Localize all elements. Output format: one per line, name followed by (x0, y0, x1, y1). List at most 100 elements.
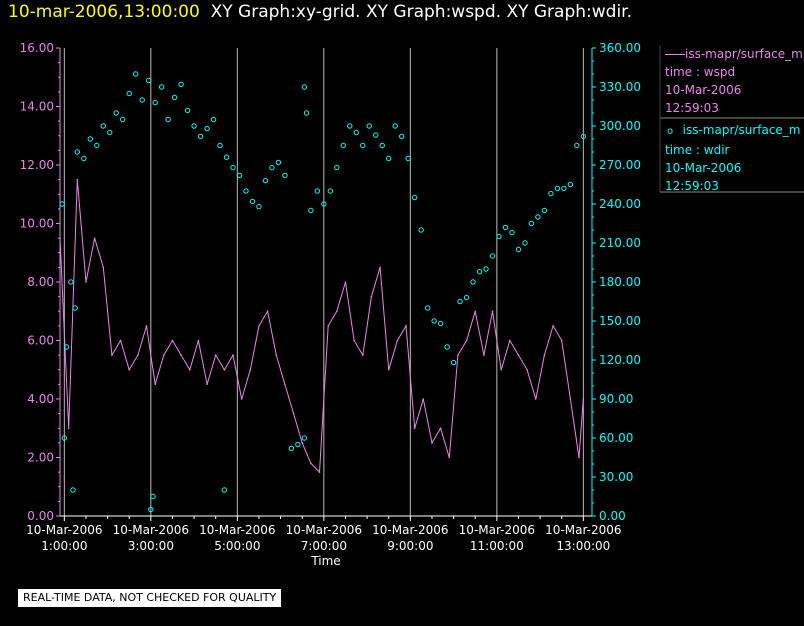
wdir-point (158, 84, 165, 90)
wdir-point (87, 136, 93, 142)
wdir-point (580, 133, 587, 140)
x-tick-time-label: 3:00:00 (128, 539, 174, 553)
x-tick-date-label: 10-Mar-2006 (199, 523, 275, 537)
wdir-point (528, 220, 535, 227)
wdir-point (61, 435, 68, 441)
wspd-point (361, 354, 364, 356)
wspd-point (180, 354, 182, 356)
wdir-point (554, 185, 561, 192)
wdir-point (68, 279, 74, 285)
wspd-point (102, 266, 105, 269)
wspd-point (543, 354, 546, 356)
wdir-point (535, 214, 541, 220)
wspd-point (232, 354, 234, 356)
wspd-point (405, 325, 407, 327)
wspd-series-line (59, 179, 584, 474)
legend-wdir-line1: o iss-mapr/surface_m (666, 123, 801, 137)
wdir-point (360, 142, 366, 149)
left-y-tick-label: 8.00 (27, 275, 54, 289)
right-y-tick-label: 210.00 (599, 236, 641, 250)
axes: 0.00 2.00 4.00 6.00 8.00 10.00 12.00 14.00 16.00… (20, 41, 641, 568)
legend-wdir-line4: 12:59:03 (665, 179, 719, 193)
wdir-point (262, 177, 269, 184)
wdir-point (541, 207, 548, 214)
wdir-point (165, 116, 171, 123)
wspd-point (240, 398, 243, 400)
wdir-point (340, 142, 347, 149)
wdir-point (210, 116, 217, 123)
x-axis-label: Time (310, 554, 340, 568)
left-y-tick-label: 12.00 (20, 158, 54, 172)
wdir-point (334, 164, 340, 171)
wdir-point (184, 107, 191, 114)
wspd-point (292, 412, 295, 415)
wspd-point (578, 456, 580, 459)
wdir-point (483, 266, 489, 272)
legend-wdir-line3: 10-Mar-2006 (665, 161, 742, 175)
wdir-point (321, 201, 327, 207)
wdir-point (139, 97, 145, 103)
wdir-point (145, 77, 152, 84)
wspd-point (422, 398, 425, 400)
grid-lines (63, 48, 584, 516)
wspd-point (560, 339, 563, 342)
wdir-point (74, 149, 81, 155)
wdir-point (308, 207, 314, 214)
left-y-tick-label: 0.00 (27, 509, 54, 523)
right-y-tick-label: 30.00 (599, 470, 633, 484)
wspd-point (569, 398, 572, 400)
wdir-point (431, 318, 437, 324)
wspd-point (111, 354, 113, 356)
wspd-point (137, 354, 139, 356)
wspd-point (197, 339, 200, 342)
x-tick-date-label: 10-Mar-2006 (459, 523, 535, 537)
legend-wspd-line4: 12:59:03 (665, 101, 719, 115)
x-tick-date-label: 10-Mar-2006 (286, 523, 362, 537)
wdir-point (386, 155, 392, 162)
wspd-point (249, 368, 252, 371)
x-tick-time-label: 7:00:00 (301, 539, 347, 553)
wdir-point (275, 159, 282, 166)
wdir-point (171, 94, 178, 101)
wspd-point (128, 368, 131, 371)
wdir-point (249, 198, 256, 205)
wdir-point (295, 441, 301, 448)
wdir-point (405, 155, 411, 162)
wspd-point (517, 354, 520, 356)
wdir-point (496, 233, 502, 240)
legend-wspd-line3: 10-Mar-2006 (665, 83, 742, 97)
wdir-point (178, 81, 184, 88)
wdir-point (94, 142, 100, 149)
wdir-point (437, 320, 444, 327)
wdir-point (424, 305, 431, 311)
wdir-point (230, 164, 236, 171)
wspd-point (474, 310, 477, 313)
legend-lines (659, 45, 804, 193)
wdir-point (120, 116, 126, 123)
wspd-point (214, 354, 217, 356)
wdir-point (217, 142, 223, 149)
wdir-point (223, 154, 230, 160)
left-y-tick-label: 10.00 (20, 217, 54, 231)
wdir-point (502, 224, 509, 231)
x-tick-time-label: 9:00:00 (387, 539, 433, 553)
series-layer (59, 71, 587, 513)
wspd-point (318, 471, 321, 473)
right-y-tick-label: 240.00 (599, 197, 641, 211)
wspd-point (327, 325, 329, 327)
wdir-point (81, 155, 87, 162)
wdir-point (450, 359, 457, 366)
wspd-point (370, 295, 373, 298)
left-y-tick-label: 6.00 (27, 334, 54, 348)
x-tick-time-label: 5:00:00 (214, 539, 260, 553)
wspd-point (154, 383, 156, 386)
wdir-point (132, 71, 139, 77)
wdir-point (303, 110, 310, 116)
wspd-point (171, 339, 174, 342)
x-tick-date-label: 10-Mar-2006 (545, 523, 621, 537)
wspd-point (145, 325, 148, 327)
wdir-point (392, 123, 398, 129)
wdir-point (463, 294, 470, 301)
wspd-point (76, 178, 79, 181)
